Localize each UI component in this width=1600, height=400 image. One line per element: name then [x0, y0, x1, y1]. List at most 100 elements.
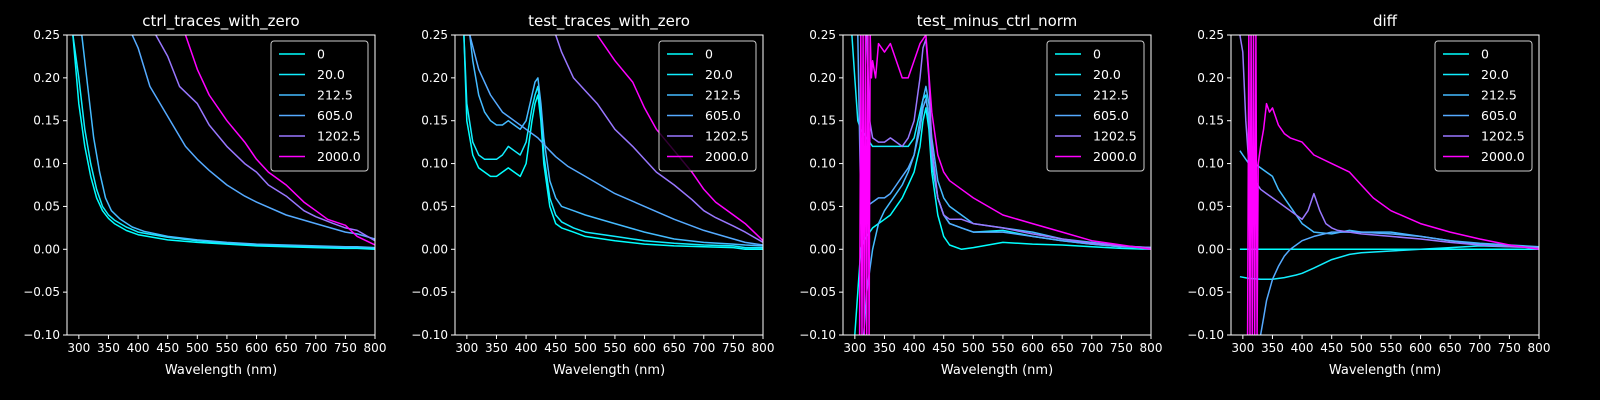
x-tick-label: 500	[1350, 341, 1373, 355]
y-tick-label: 0.15	[1197, 114, 1224, 128]
y-tick-label: 0.00	[421, 242, 448, 256]
chart-title: test_traces_with_zero	[528, 12, 690, 31]
y-tick-label: 0.10	[809, 157, 836, 171]
x-tick-label: 750	[722, 341, 745, 355]
chart-panel-2: 300 350 400 450 500 550 600 650 700 750 800 −0.10 −0…	[411, 12, 774, 378]
x-tick-label: 500	[186, 341, 209, 355]
x-tick-label: 450	[544, 341, 567, 355]
x-tick-label: 500	[962, 341, 985, 355]
series-line-1202.5	[155, 35, 375, 242]
legend: 0 20.0 212.5 605.0 1202.5 2000.0	[270, 40, 369, 172]
x-tick-label: 350	[97, 341, 120, 355]
x-tick-label: 350	[1261, 341, 1284, 355]
legend-entry-label: 605.0	[1093, 108, 1129, 123]
x-tick-label: 450	[156, 341, 179, 355]
x-tick-label: 300	[843, 341, 866, 355]
legend-entry-label: 2000.0	[705, 149, 749, 164]
chart-panel-1: 300 350 400 450 500 550 600 650 700 750 800 −0.10 −0…	[23, 12, 386, 378]
y-tick-label: 0.15	[421, 114, 448, 128]
x-tick-label: 700	[692, 341, 715, 355]
series-line-2000.0	[858, 35, 1151, 335]
y-tick-label: 0.00	[33, 242, 60, 256]
y-tick-label: 0.10	[421, 157, 448, 171]
y-tick-label: 0.15	[33, 114, 60, 128]
y-tick-label: −0.10	[799, 328, 836, 342]
legend-entry-label: 212.5	[1481, 88, 1517, 103]
x-tick-label: 650	[663, 341, 686, 355]
y-tick-label: −0.05	[1187, 285, 1224, 299]
series-group	[1239, 35, 1539, 335]
series-line-605.0	[857, 35, 1151, 249]
y-tick-label: 0.00	[1197, 242, 1224, 256]
plot-frame	[66, 34, 376, 336]
y-tick-label: 0.05	[809, 199, 836, 213]
y-tick-label: 0.20	[33, 71, 60, 85]
x-axis-label: Wavelength (nm)	[553, 363, 665, 378]
x-tick-label: 700	[1080, 341, 1103, 355]
y-tick-label: 0.20	[421, 71, 448, 85]
legend-entry-label: 20.0	[317, 67, 345, 82]
x-tick-label: 300	[67, 341, 90, 355]
x-tick-label: 800	[364, 341, 387, 355]
x-tick-label: 750	[1110, 341, 1133, 355]
x-axis-label: Wavelength (nm)	[941, 363, 1053, 378]
y-tick-label: −0.10	[1187, 328, 1224, 342]
plot-frame	[454, 34, 764, 336]
x-tick-label: 400	[127, 341, 150, 355]
legend: 0 20.0 212.5 605.0 1202.5 2000.0	[1434, 40, 1533, 172]
legend-entry-label: 1202.5	[317, 129, 361, 144]
x-tick-label: 400	[903, 341, 926, 355]
x-tick-label: 400	[1291, 341, 1314, 355]
x-tick-label: 800	[1528, 341, 1551, 355]
legend-entry-label: 1202.5	[1481, 129, 1525, 144]
x-tick-label: 750	[334, 341, 357, 355]
plot-frame	[842, 34, 1152, 336]
x-tick-label: 550	[991, 341, 1014, 355]
legend-frame	[1046, 40, 1145, 172]
legend-entry-label: 605.0	[1481, 108, 1517, 123]
x-tick-label: 550	[603, 341, 626, 355]
x-tick-label: 750	[1498, 341, 1521, 355]
x-tick-label: 600	[1021, 341, 1044, 355]
x-tick-label: 450	[932, 341, 955, 355]
legend-entry-label: 20.0	[1093, 67, 1121, 82]
series-line-605.0	[1259, 231, 1539, 335]
y-tick-label: 0.10	[1197, 157, 1224, 171]
legend-entry-label: 20.0	[705, 67, 733, 82]
legend-entry-label: 0	[1481, 47, 1489, 62]
y-tick-label: 0.25	[1197, 28, 1224, 42]
series-line-20.0	[72, 35, 375, 250]
y-tick-label: 0.05	[1197, 199, 1224, 213]
x-tick-label: 450	[1320, 341, 1343, 355]
legend-entry-label: 212.5	[1093, 88, 1129, 103]
series-line-0	[463, 35, 763, 251]
chart-title: ctrl_traces_with_zero	[142, 12, 299, 31]
y-tick-label: 0.05	[33, 199, 60, 213]
y-tick-label: 0.05	[421, 199, 448, 213]
y-tick-label: 0.10	[33, 157, 60, 171]
legend-frame	[270, 40, 369, 172]
x-tick-label: 550	[1379, 341, 1402, 355]
y-tick-label: 0.00	[809, 242, 836, 256]
series-line-0	[72, 35, 375, 251]
legend: 0 20.0 212.5 605.0 1202.5 2000.0	[658, 40, 757, 172]
legend-entry-label: 605.0	[317, 108, 353, 123]
x-tick-label: 700	[304, 341, 327, 355]
y-tick-label: −0.10	[411, 328, 448, 342]
y-tick-label: 0.25	[809, 28, 836, 42]
chart-panel-4: 300 350 400 450 500 550 600 650 700 750 800 −0.10 −0…	[1187, 12, 1550, 378]
legend-entry-label: 2000.0	[1481, 149, 1525, 164]
legend-entry-label: 605.0	[705, 108, 741, 123]
legend-entry-label: 2000.0	[317, 149, 361, 164]
legend-entry-label: 212.5	[317, 88, 353, 103]
series-line-20.0	[463, 35, 763, 249]
legend-entry-label: 20.0	[1481, 67, 1509, 82]
series-line-2000.0	[184, 35, 375, 246]
x-tick-label: 600	[245, 341, 268, 355]
y-tick-label: 0.20	[1197, 71, 1224, 85]
series-line-212.5	[862, 85, 1151, 335]
y-tick-label: 0.15	[809, 114, 836, 128]
x-tick-label: 800	[752, 341, 775, 355]
